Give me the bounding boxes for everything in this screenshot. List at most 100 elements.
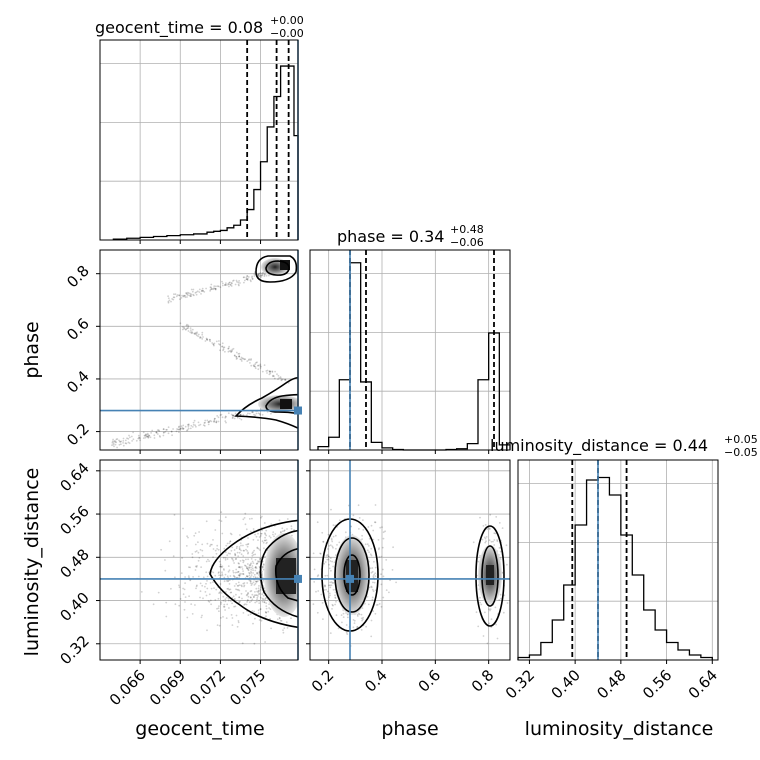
scatter-point [227,412,230,415]
scatter-point [217,420,220,423]
scatter-point [250,364,253,367]
scatter-point [220,601,223,604]
scatter-point [254,553,257,556]
scatter-point [205,571,208,574]
scatter-point [250,359,252,361]
scatter-point [271,371,274,373]
scatter-point [242,573,245,576]
density-peak-upper [280,260,290,270]
scatter-point [501,527,504,529]
scatter-point [258,557,261,560]
scatter-point [215,285,217,288]
scatter-point [332,604,334,607]
scatter-point [267,610,270,613]
scatter-point [262,564,265,566]
scatter-point [263,364,266,366]
scatter-point [240,358,243,361]
scatter-point [167,426,170,429]
scatter-point [211,543,213,546]
scatter-point [240,360,243,362]
scatter-point [334,603,336,606]
scatter-point [260,619,263,622]
scatter-point [253,413,255,416]
scatter-point [223,580,226,583]
scatter-point [171,298,174,300]
scatter-point [191,553,194,555]
scatter-point [257,561,260,563]
scatter-point [371,570,374,573]
x-tick-label: 0.4 [361,666,391,696]
scatter-point [479,554,481,557]
scatter-point [329,557,332,559]
scatter-point [328,563,330,566]
scatter-point [258,560,261,563]
scatter-point [260,516,262,519]
scatter-point [266,541,268,544]
scatter-point [330,537,333,540]
scatter-point [258,275,260,277]
scatter-point [250,358,253,360]
scatter-point [482,525,485,527]
scatter-point [239,413,242,416]
scatter-point [374,504,377,506]
scatter-point [258,599,260,602]
scatter-point [148,434,151,437]
scatter-point [240,553,243,556]
scatter-point [191,556,194,559]
scatter-point [184,294,187,297]
scatter-point [263,601,266,604]
scatter-point [257,595,259,597]
scatter-point [276,373,278,376]
scatter-point [202,576,205,579]
scatter-point [210,420,213,423]
scatter-point [239,413,242,416]
scatter-point [238,352,241,355]
axes-frame [309,249,511,451]
scatter-point [498,547,501,549]
scatter-point [250,574,253,576]
scatter-point [212,571,215,574]
scatter-point [186,535,189,538]
scatter-point [226,588,229,590]
scatter-point [222,556,225,559]
scatter-point [111,441,114,444]
scatter-point [328,584,330,587]
scatter-point [496,539,498,541]
scatter-point [116,446,118,449]
scatter-point [221,280,223,283]
scatter-point [228,579,231,582]
scatter-point [261,597,264,600]
scatter-point [265,274,268,277]
scatter-point [270,412,272,415]
scatter-point [290,617,292,620]
scatter-point [222,346,225,349]
scatter-point [245,276,248,279]
scatter-point [250,590,253,592]
scatter-point [258,585,260,587]
scatter-point [230,557,233,560]
scatter-point [325,588,327,591]
scatter-point [216,548,219,550]
y-tick-label: 0.56 [56,502,92,538]
scatter-point [248,518,251,520]
scatter-point [252,528,255,530]
scatter-point [119,441,122,443]
scatter-point [329,586,332,589]
scatter-point [242,544,244,547]
scatter-point [213,587,215,589]
scatter-point [236,585,239,587]
scatter-point [319,552,322,555]
scatter-point [236,416,239,419]
scatter-point [163,431,165,434]
scatter-point [215,421,218,424]
scatter-point [228,345,231,348]
scatter-point [234,412,237,415]
scatter-point [232,415,235,417]
scatter-point [265,605,268,607]
scatter-point [195,587,197,590]
scatter-point [250,566,252,569]
scatter-point [187,425,190,428]
scatter-point [236,357,239,360]
scatter-point [224,284,226,286]
scatter-point [260,365,262,368]
